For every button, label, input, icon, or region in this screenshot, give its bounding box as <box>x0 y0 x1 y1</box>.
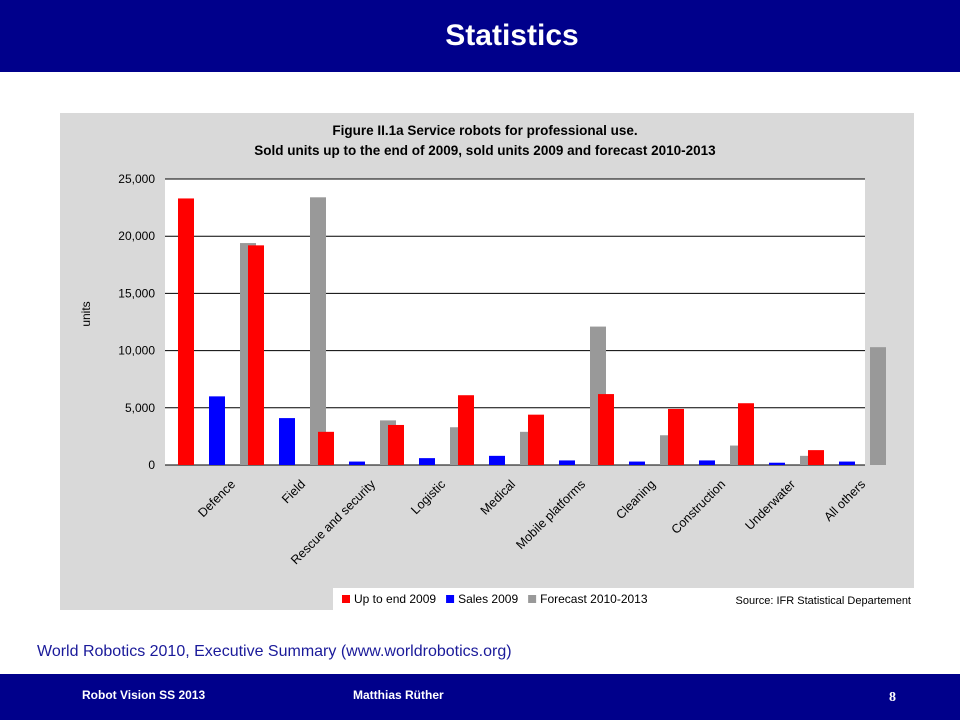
y-tick-label: 0 <box>148 458 155 472</box>
bar <box>279 418 295 465</box>
y-tick-label: 25,000 <box>118 172 155 186</box>
x-tick-label: Construction <box>669 477 729 537</box>
legend-swatch <box>446 595 455 603</box>
bar <box>559 460 575 465</box>
bar <box>839 461 855 465</box>
y-axis-label: units <box>79 301 93 326</box>
bar <box>489 455 505 465</box>
bar <box>318 431 334 465</box>
bar <box>668 408 684 465</box>
plot-area <box>165 179 865 465</box>
bar <box>310 197 326 465</box>
legend-swatch <box>528 595 537 603</box>
bar <box>699 460 715 465</box>
slide-footer: Robot Vision SS 2013 Matthias Rüther 8 <box>0 674 960 720</box>
bar <box>209 396 225 465</box>
bar <box>598 394 614 465</box>
bar-chart: Figure II.1a Service robots for professi… <box>79 123 914 610</box>
legend-box <box>333 588 914 610</box>
bar <box>528 414 544 465</box>
x-tick-label: Field <box>279 477 308 506</box>
x-tick-label: Cleaning <box>613 477 658 522</box>
y-tick-label: 5,000 <box>125 401 155 415</box>
footer-author: Matthias Rüther <box>353 688 444 702</box>
chart-title-line2: Sold units up to the end of 2009, sold u… <box>254 143 716 158</box>
chart-title-line1: Figure II.1a Service robots for professi… <box>332 123 637 138</box>
bar <box>629 461 645 465</box>
legend-label: Sales 2009 <box>458 592 518 606</box>
bar <box>738 403 754 465</box>
slide-header: Statistics <box>0 0 960 72</box>
x-tick-label: All others <box>821 477 868 524</box>
chart-source: Source: IFR Statistical Departement <box>736 595 911 607</box>
bar <box>388 424 404 465</box>
bar <box>458 395 474 465</box>
bar <box>248 245 264 465</box>
y-tick-label: 15,000 <box>118 286 155 300</box>
x-tick-label: Underwater <box>743 477 799 533</box>
x-tick-label: Mobile platforms <box>513 477 588 552</box>
slide-caption: World Robotics 2010, Executive Summary (… <box>37 643 512 660</box>
y-tick-label: 20,000 <box>118 229 155 243</box>
slide-title: Statistics <box>445 19 579 52</box>
chart-container: Figure II.1a Service robots for professi… <box>60 113 914 610</box>
x-tick-label: Logistic <box>408 477 448 517</box>
x-tick-label: Medical <box>478 477 518 517</box>
bar <box>870 347 886 465</box>
bar <box>808 450 824 465</box>
bar <box>349 461 365 465</box>
bar <box>769 462 785 465</box>
x-tick-label: Defence <box>195 477 238 520</box>
legend-label: Forecast 2010-2013 <box>540 592 648 606</box>
bar <box>419 458 435 465</box>
page-number: 8 <box>889 690 896 705</box>
legend-label: Up to end 2009 <box>354 592 436 606</box>
legend-swatch <box>342 595 350 603</box>
y-tick-label: 10,000 <box>118 344 155 358</box>
footer-course: Robot Vision SS 2013 <box>82 688 206 702</box>
bar <box>178 198 194 465</box>
